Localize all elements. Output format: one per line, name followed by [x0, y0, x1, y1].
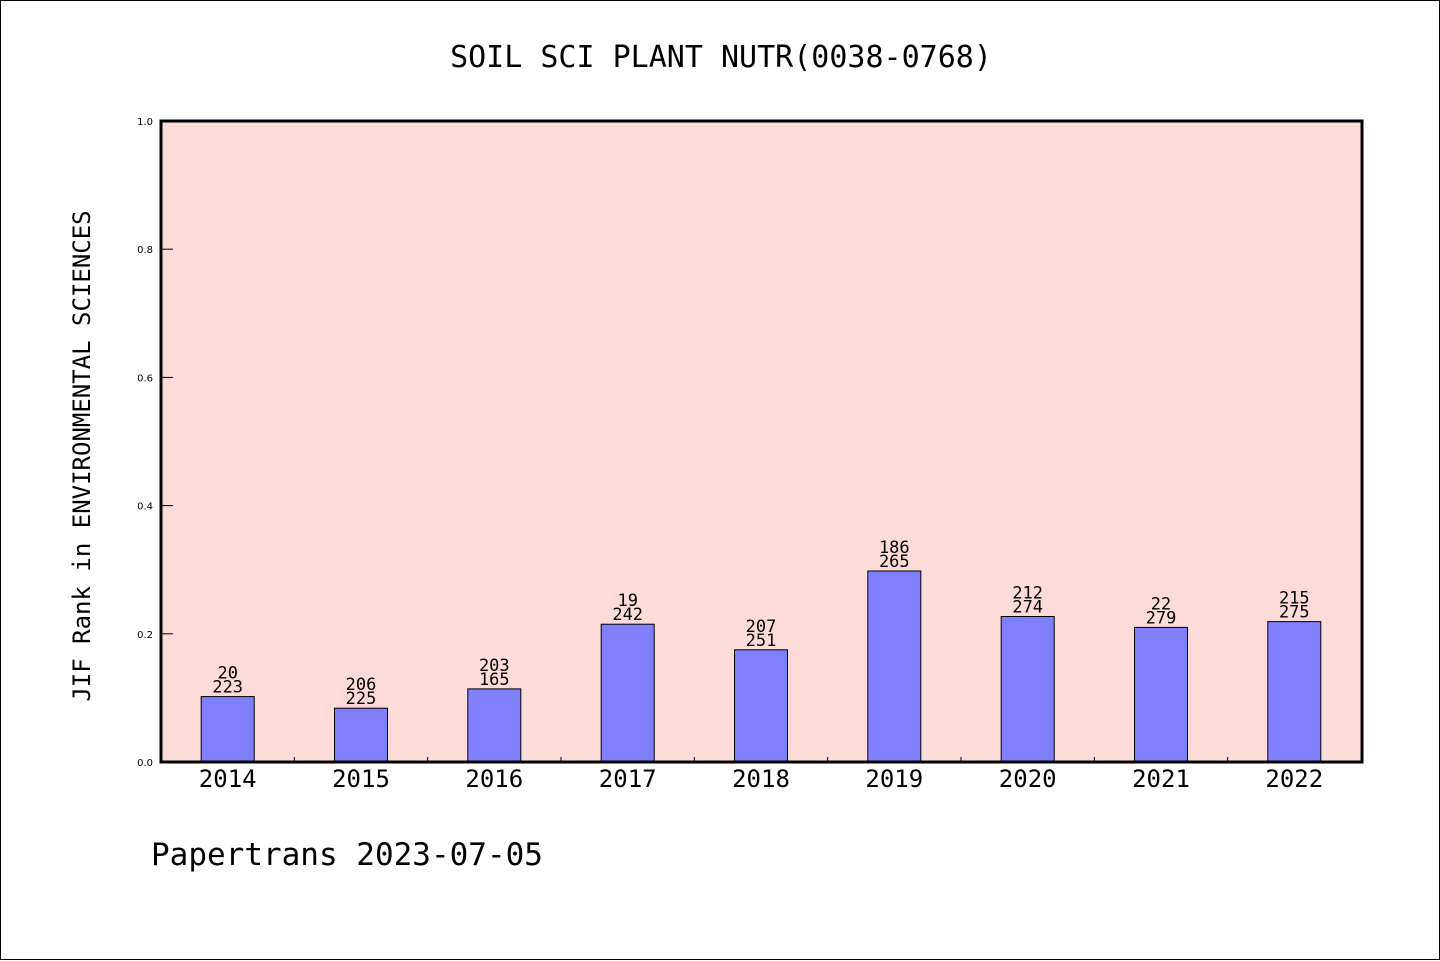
bar-label-bottom: 223	[212, 678, 243, 698]
chart-title: SOIL SCI PLANT NUTR(0038-0768)	[450, 40, 992, 75]
bar-label-top: 20	[217, 664, 237, 684]
x-tick-label: 2022	[1265, 765, 1323, 793]
y-tick-label: 0.2	[137, 630, 153, 641]
y-axis-label: JIF Rank in ENVIRONMENTAL SCIENCES	[68, 210, 96, 701]
x-tick-label: 2016	[465, 765, 523, 793]
bar-label-bottom: 279	[1146, 608, 1177, 628]
y-tick-label: 0.4	[137, 502, 153, 513]
bar-label-top: 215	[1279, 589, 1310, 609]
y-tick-label: 0.6	[137, 373, 153, 384]
bars-layer	[200, 570, 1322, 763]
bar-label-top: 203	[479, 656, 510, 676]
x-ticks-layer: 2014 2015 2016 2017 2018 2019 2020 2021 2022	[199, 757, 1323, 793]
bar-2014	[200, 696, 255, 763]
bar-2018	[734, 649, 788, 763]
bar-label-top: 207	[746, 617, 777, 637]
x-tick-label: 2017	[599, 765, 657, 793]
bar-label-top: 206	[346, 675, 377, 695]
bar-2020	[1000, 616, 1055, 763]
bar-label-top: 212	[1012, 584, 1043, 604]
bar-label-bottom: 225	[346, 689, 377, 709]
bar-2019	[867, 570, 922, 763]
bar-2015	[334, 707, 388, 763]
x-tick-label: 2020	[999, 765, 1057, 793]
bar-2017	[600, 623, 655, 763]
bar-label-bottom: 275	[1279, 603, 1310, 623]
bar-label-top: 19	[617, 591, 637, 611]
bar-label-bottom: 165	[479, 670, 510, 690]
bar-2022	[1267, 621, 1322, 763]
x-tick-label: 2021	[1132, 765, 1190, 793]
bar-label-top: 186	[879, 538, 910, 558]
plot-border	[159, 119, 1364, 764]
bar-2016	[467, 688, 522, 763]
x-tick-label: 2015	[332, 765, 390, 793]
bar-label-bottom: 274	[1012, 598, 1043, 618]
x-tick-label: 2018	[732, 765, 790, 793]
bar-2021	[1134, 626, 1188, 763]
y-tick-label: 1.0	[137, 117, 153, 128]
y-tick-label: 0.0	[137, 758, 153, 769]
x-tick-label: 2019	[865, 765, 923, 793]
bar-label-bottom: 265	[879, 552, 910, 572]
bar-label-top: 22	[1151, 594, 1171, 614]
x-tick-label: 2014	[199, 765, 257, 793]
y-tick-label: 0.8	[137, 245, 153, 256]
bar-label-bottom: 251	[746, 631, 777, 651]
footer-credit: Papertrans 2023-07-05	[151, 837, 543, 873]
bar-label-bottom: 242	[612, 605, 643, 625]
